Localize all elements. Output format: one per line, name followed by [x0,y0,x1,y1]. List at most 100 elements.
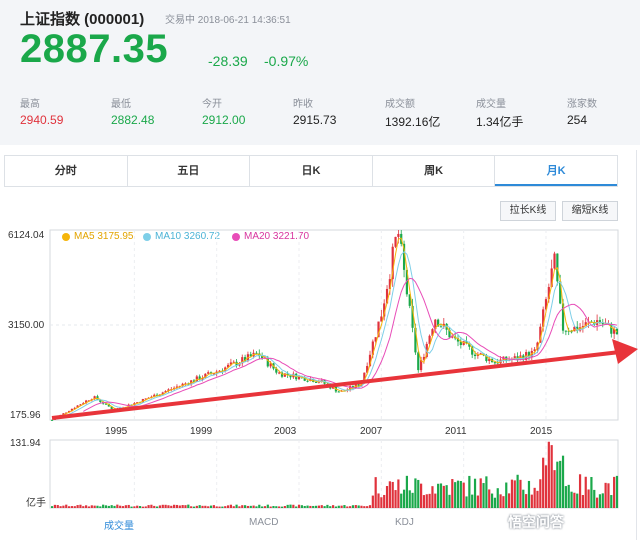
volume-bar [53,504,56,508]
candle-body [573,326,576,332]
volume-bar [584,476,587,508]
volume-bar [553,470,556,508]
candle-body [314,381,318,383]
candle-body [539,326,542,343]
volume-bar [442,485,445,508]
candle-body [243,357,247,361]
candle-body [578,327,582,331]
volume-bar [428,493,431,508]
candle-body [85,400,88,404]
candle-body [62,413,65,415]
volume-bar [408,490,411,508]
volume-bar [218,506,221,508]
volume-bar [59,506,62,508]
candle-body [502,356,505,360]
stat-value: 2882.48 [111,113,155,127]
candle-body [272,363,275,369]
volume-bar [155,506,159,508]
tab-kdj-indicator[interactable]: KDJ [395,517,414,528]
volume-bar [576,493,579,508]
tab-monthly-k[interactable]: 月K [495,156,617,186]
candle-body [570,331,573,333]
candle-body [70,408,74,412]
candle-body [496,362,499,364]
volume-bar [258,504,261,508]
candle-body [144,398,147,400]
candle-body [445,323,448,330]
volume-bar [99,506,102,508]
candle-body [175,386,179,388]
candle-body [153,394,156,397]
stat-value: 2940.59 [20,113,64,127]
candle-body [65,412,68,414]
volume-bar [82,506,85,508]
candle-body [53,418,56,420]
volume-bar [343,505,346,508]
candle-body [581,326,585,328]
candle-body [187,383,190,385]
volume-bar [133,506,136,508]
volume-bar [417,479,420,508]
candle-body [448,329,451,338]
candle-body [178,385,181,387]
volume-bar [67,506,71,508]
candle-body [451,336,454,338]
candle-body [615,328,619,335]
candle-body [79,404,82,406]
candle-body [232,361,235,363]
volume-bar [150,504,153,508]
volume-bar [482,483,485,508]
candle-body [215,371,218,374]
candle-body [50,419,54,421]
tab-macd-indicator[interactable]: MACD [249,517,279,528]
tab-weekly-k[interactable]: 周K [373,156,496,186]
volume-bar [595,497,599,508]
right-divider [636,150,637,540]
tab-intraday[interactable]: 分时 [5,156,128,186]
volume-bar [309,505,312,508]
stat-value: 2915.73 [293,113,337,127]
volume-bar [581,495,585,508]
candle-body [459,341,462,346]
candle-body [96,396,99,400]
volume-bar [516,474,519,508]
candle-body [428,335,431,344]
candle-body [488,358,491,362]
volume-bar [187,504,190,508]
candle-body [300,376,303,378]
y-axis-max-label: 6124.04 [8,230,45,241]
stretch-kline-button[interactable]: 拉长K线 [500,201,556,221]
volume-bar [615,475,619,508]
shrink-kline-button[interactable]: 缩短K线 [562,201,618,221]
volume-bar [383,494,386,508]
candle-body [238,363,241,366]
volume-bar [306,505,309,508]
candle-body [116,408,119,410]
candle-body [354,384,357,389]
watermark-logo: 悟空问答 [508,514,564,530]
volume-bar [479,478,482,508]
volume-bar [559,460,562,508]
volume-bar [300,505,303,508]
tab-five-day[interactable]: 五日 [128,156,251,186]
volume-bar [204,505,207,508]
volume-bar [70,506,74,508]
volume-bar [65,504,68,508]
candle-body [261,356,264,359]
volume-bar [414,478,417,508]
volume-bar [266,504,269,508]
legend-label: MA5 3175.95 [74,231,134,242]
tab-daily-k[interactable]: 日K [250,156,373,186]
price-change: -28.39 [208,53,248,69]
candle-body [442,323,445,327]
tab-volume-indicator[interactable]: 成交量 [104,521,134,532]
candle-body [326,383,329,385]
volume-bar [292,504,295,508]
candle-body [593,322,596,325]
candle-body [349,386,352,390]
volume-unit-label: 亿手 [26,498,46,509]
volume-bar [263,506,267,508]
candle-body [513,356,516,359]
volume-bar [613,476,616,508]
volume-bar [235,504,238,508]
